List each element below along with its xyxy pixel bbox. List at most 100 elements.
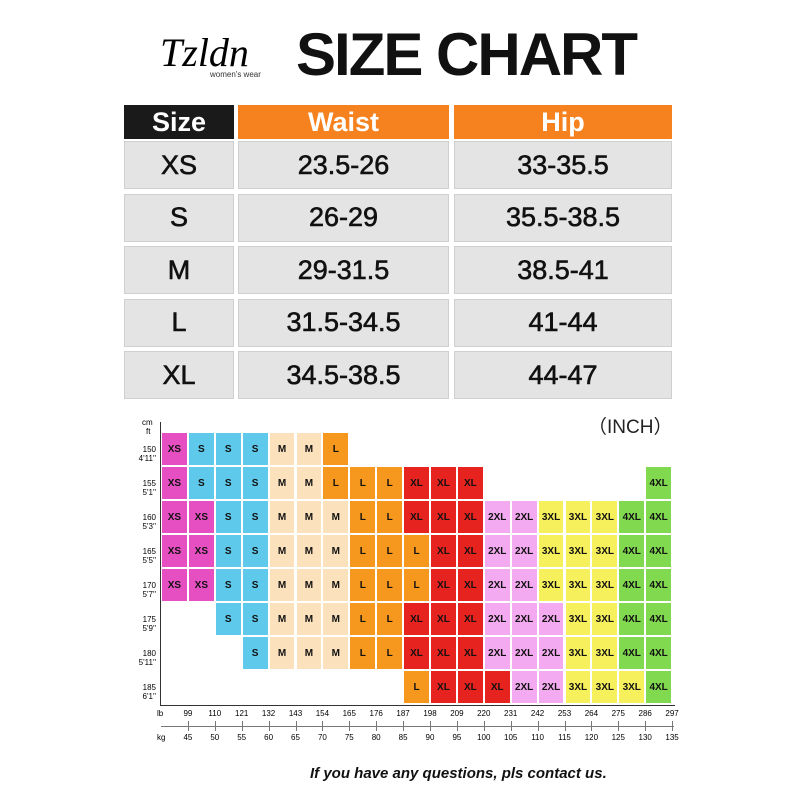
title: SIZE CHART [296,21,638,88]
size-cell: M [268,500,296,534]
table-cell: 33-35.5 [454,141,672,189]
table-cell: 31.5-34.5 [238,298,449,347]
size-cell: XL [456,636,484,670]
size-cell: L [403,670,430,704]
size-cell: M [295,466,323,500]
x-label-lb: 220 [477,709,491,718]
size-cell: L [322,432,350,466]
size-cell: 3XL [591,500,619,534]
size-cell: S [187,466,215,500]
size-cell: 3XL [564,602,592,636]
size-cell: XS [161,500,188,534]
size-cell: 2XL [537,670,565,704]
size-cell: M [295,636,323,670]
size-cell: 4XL [618,636,646,670]
x-label-lb: 286 [638,709,652,718]
x-label-kg: 60 [264,733,274,742]
size-cell: 2XL [537,602,565,636]
x-label-lb: 264 [584,709,599,718]
size-cell: XL [430,466,457,500]
table-cell: 26-29 [238,193,449,242]
x-label-lb: 242 [530,709,545,718]
y-label-cm: 160 [142,513,156,522]
size-cell: XL [403,636,430,670]
x-label-kg: 90 [425,733,435,742]
table-cell: 35.5-38.5 [454,193,672,242]
size-cell: XL [456,670,484,704]
size-cell: S [241,500,269,534]
table-cell: 44-47 [454,351,672,399]
x-label-lb: 99 [183,709,193,718]
size-cell: 4XL [618,534,646,568]
size-cell: 2XL [510,568,538,602]
x-scale-line [161,726,675,727]
size-cell: 3XL [591,602,619,636]
y-label-ft: 5'11'' [138,658,156,667]
x-label-lb: 198 [423,709,437,718]
size-cell: M [295,500,323,534]
axis-line [160,422,161,706]
size-cell: S [241,568,269,602]
size-cell: L [349,466,377,500]
table-cell: XL [124,351,234,399]
y-label-cm: 185 [142,683,156,692]
size-cell: M [268,602,296,636]
x-label-kg: 125 [611,733,625,742]
size-cell: L [349,500,377,534]
size-cell: M [268,636,296,670]
x-label-kg: 135 [665,733,679,742]
size-cell: XL [403,466,430,500]
size-cell: M [268,568,296,602]
size-cell: 2XL [483,568,511,602]
x-label-kg: 95 [452,733,462,742]
size-cell: S [241,466,269,500]
size-cell: XL [456,500,484,534]
x-label-lb: 143 [288,709,303,718]
size-cell: M [322,636,350,670]
x-label-kg: 65 [291,733,300,742]
size-cell: S [214,602,242,636]
y-label-ft: 5'1'' [142,488,156,497]
x-label-kg: 130 [638,733,652,742]
table-cell: M [124,246,234,294]
size-cell: XL [430,602,457,636]
y-label-ft: 5'5'' [142,556,156,565]
axis-unit: cm [142,418,153,427]
size-cell: 2XL [483,602,511,636]
size-cell: 4XL [645,602,673,636]
size-cell: XL [403,602,430,636]
axis-unit: lb [157,709,164,718]
y-label-ft: 6'1'' [142,692,156,701]
table-header: Hip [454,105,672,139]
size-cell: 2XL [537,636,565,670]
size-cell: L [349,602,377,636]
size-cell: XS [161,466,188,500]
x-label-kg: 50 [210,733,220,742]
size-cell: 2XL [483,500,511,534]
size-cell: XS [187,500,215,534]
x-label-kg: 85 [398,733,408,742]
size-cell: 4XL [645,534,673,568]
size-cell: L [376,636,404,670]
size-cell: M [295,568,323,602]
size-cell: XL [430,534,457,568]
y-label-cm: 155 [142,479,156,488]
size-cell: 2XL [510,602,538,636]
size-cell: XL [456,534,484,568]
size-cell: L [349,534,377,568]
x-label-lb: 275 [611,709,625,718]
size-cell: 2XL [483,534,511,568]
x-label-kg: 100 [477,733,491,742]
size-cell: L [376,534,404,568]
size-cell: S [187,432,215,466]
size-cell: 3XL [591,568,619,602]
x-label-lb: 121 [235,709,249,718]
table-cell: XS [124,141,234,189]
x-label-lb: 132 [261,709,276,718]
size-cell: 3XL [564,534,592,568]
size-cell: S [241,432,269,466]
size-cell: 3XL [537,568,565,602]
x-label-lb: 297 [665,709,679,718]
size-cell: XL [430,568,457,602]
